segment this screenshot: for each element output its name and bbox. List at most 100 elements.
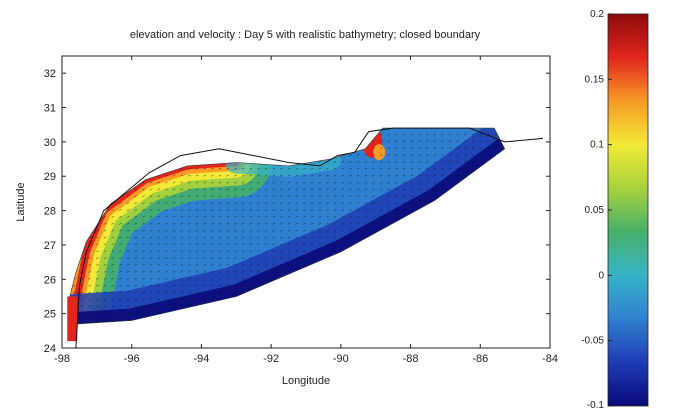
- velocity-arrow: [149, 181, 153, 184]
- velocity-arrow: [264, 195, 268, 198]
- velocity-arrow: [257, 222, 260, 225]
- velocity-arrow: [134, 216, 138, 218]
- velocity-arrow: [218, 270, 222, 273]
- velocity-arrow: [157, 243, 161, 246]
- velocity-arrow: [448, 140, 452, 143]
- velocity-arrow: [103, 243, 107, 246]
- velocity-arrow: [211, 222, 214, 225]
- velocity-arrow: [387, 188, 391, 191]
- velocity-arrow: [142, 264, 145, 266]
- velocity-arrow: [134, 312, 138, 314]
- velocity-arrow: [372, 216, 375, 218]
- velocity-arrow: [234, 257, 237, 259]
- velocity-arrow: [142, 181, 145, 184]
- velocity-arrow: [180, 167, 184, 170]
- velocity-arrow: [349, 181, 352, 184]
- velocity-arrow: [73, 291, 76, 294]
- velocity-arrow: [425, 147, 429, 149]
- velocity-arrow: [149, 277, 153, 280]
- velocity-arrow: [111, 264, 115, 266]
- velocity-arrow: [333, 216, 337, 218]
- velocity-arrow: [326, 236, 329, 239]
- velocity-arrow: [402, 209, 406, 211]
- velocity-arrow: [142, 202, 145, 204]
- velocity-arrow: [165, 250, 168, 253]
- velocity-arrow: [226, 264, 230, 266]
- velocity-arrow: [172, 298, 176, 301]
- velocity-arrow: [195, 229, 199, 232]
- velocity-arrow: [126, 257, 130, 259]
- velocity-arrow: [341, 167, 345, 170]
- velocity-arrow: [226, 284, 230, 287]
- velocity-arrow: [241, 236, 245, 239]
- velocity-arrow: [356, 229, 360, 232]
- velocity-arrow: [119, 216, 122, 218]
- velocity-arrow: [188, 257, 191, 259]
- velocity-arrow: [303, 250, 306, 253]
- velocity-arrow: [234, 277, 237, 280]
- velocity-arrow: [149, 250, 153, 253]
- south-texas-high-patch: [67, 296, 78, 342]
- velocity-arrow: [149, 243, 153, 246]
- velocity-arrow: [402, 195, 406, 198]
- velocity-arrow: [326, 167, 329, 170]
- velocity-arrow: [218, 216, 222, 218]
- velocity-arrow: [218, 264, 222, 266]
- velocity-arrow: [287, 216, 291, 218]
- velocity-arrow: [295, 209, 299, 211]
- velocity-arrow: [142, 209, 145, 211]
- velocity-arrow: [188, 250, 191, 253]
- velocity-arrow: [211, 202, 214, 204]
- velocity-arrow: [287, 270, 291, 273]
- velocity-arrow: [96, 298, 99, 301]
- velocity-arrow: [180, 298, 184, 301]
- velocity-arrow: [119, 277, 122, 280]
- velocity-arrow: [456, 140, 460, 143]
- velocity-arrow: [188, 236, 191, 239]
- velocity-arrow: [303, 209, 306, 211]
- velocity-arrow: [272, 250, 276, 253]
- velocity-arrow: [234, 236, 237, 239]
- velocity-arrow: [142, 188, 145, 191]
- velocity-arrow: [349, 161, 352, 163]
- velocity-arrow: [257, 284, 260, 287]
- velocity-arrow: [418, 181, 421, 184]
- velocity-arrow: [295, 229, 299, 232]
- velocity-arrow: [410, 140, 414, 143]
- velocity-arrow: [433, 161, 437, 163]
- velocity-arrow: [418, 147, 421, 149]
- velocity-arrow: [356, 167, 360, 170]
- velocity-arrow: [188, 216, 191, 218]
- velocity-arrow: [157, 305, 161, 308]
- velocity-arrow: [272, 257, 276, 259]
- velocity-arrow: [241, 250, 245, 253]
- colorbar-tick-label: 0.05: [585, 205, 605, 216]
- velocity-arrow: [218, 222, 222, 225]
- velocity-arrow: [303, 216, 306, 218]
- velocity-arrow: [234, 229, 237, 232]
- velocity-arrow: [157, 202, 161, 204]
- x-tick-label: -90: [333, 353, 349, 365]
- velocity-arrow: [303, 243, 306, 246]
- velocity-arrow: [264, 167, 268, 170]
- velocity-arrow: [433, 181, 437, 184]
- velocity-arrow: [402, 202, 406, 204]
- velocity-arrow: [402, 154, 406, 156]
- velocity-arrow: [326, 243, 329, 246]
- velocity-arrow: [356, 188, 360, 191]
- velocity-arrow: [249, 174, 253, 177]
- velocity-arrow: [126, 216, 130, 218]
- velocity-arrow: [165, 188, 168, 191]
- velocity-arrow: [333, 202, 337, 204]
- velocity-arrow: [211, 270, 214, 273]
- velocity-arrow: [456, 154, 460, 156]
- velocity-arrow: [126, 202, 130, 204]
- velocity-arrow: [387, 209, 391, 211]
- velocity-arrow: [234, 264, 237, 266]
- y-tick-label: 29: [44, 171, 56, 183]
- velocity-arrow: [218, 174, 222, 177]
- velocity-arrow: [165, 277, 168, 280]
- velocity-arrow: [111, 216, 115, 218]
- velocity-arrow: [287, 209, 291, 211]
- velocity-arrow: [318, 257, 322, 259]
